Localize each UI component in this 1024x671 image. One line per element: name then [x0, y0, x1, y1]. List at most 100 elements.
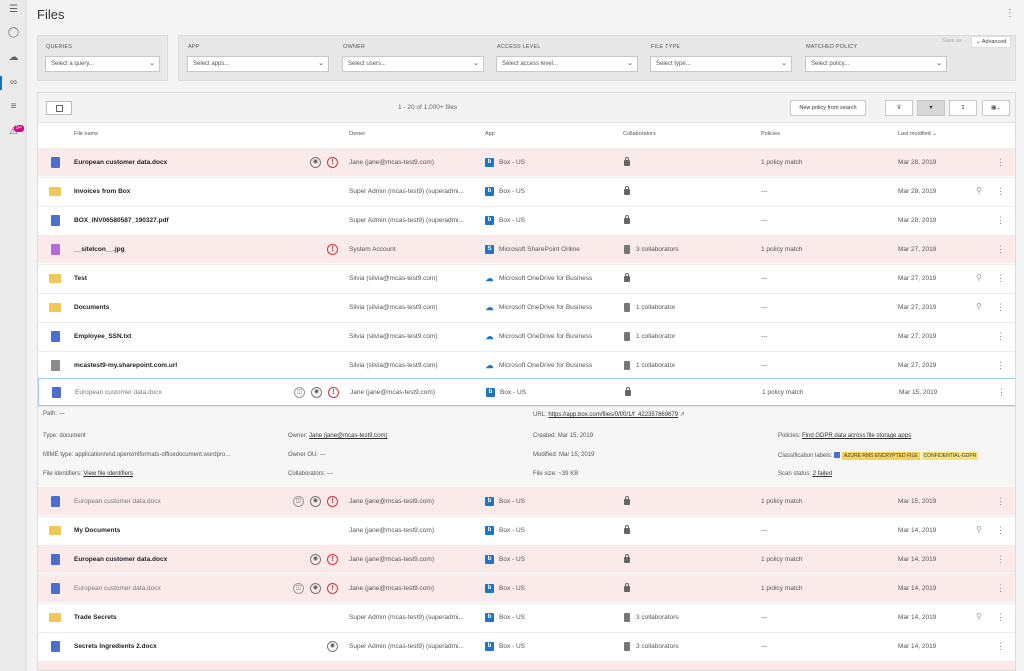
new-policy-from-search-button[interactable]: New policy from search — [790, 100, 866, 116]
alert-icon[interactable]: ! — [327, 554, 338, 565]
table-row[interactable]: Invoices from Box Super Admin (mcas-test… — [38, 177, 1015, 205]
file-name[interactable]: Employee_SSN.txt — [74, 333, 132, 340]
alert-icon[interactable]: ! — [327, 244, 338, 255]
policies-cell[interactable]: 1 policy match — [761, 498, 803, 505]
search-icon[interactable]: ⚲ — [976, 525, 982, 534]
detail-policies-link[interactable]: Find GDPR data across file storage apps — [802, 433, 912, 439]
owner-cell[interactable]: Super Admin (mcas-test9) (superadmi... — [349, 188, 464, 195]
policies-cell[interactable]: 1 policy match — [762, 389, 804, 396]
app-select[interactable]: Select apps... ⌄ — [187, 56, 329, 72]
tag-icon[interactable]: ◉ — [310, 157, 321, 168]
trash-icon[interactable]: ◫ — [294, 387, 305, 398]
view-file-identifiers-link[interactable]: View file identifiers — [83, 471, 133, 477]
table-row[interactable]: My Documents Jane (jane@mcas-test9.com) … — [38, 516, 1015, 544]
row-more-options-icon[interactable]: ⋮ — [996, 244, 1005, 254]
owner-cell[interactable]: Super Admin (mcas-test9) (superadmi... — [349, 217, 464, 224]
row-more-options-icon[interactable]: ⋮ — [996, 186, 1005, 196]
collaborators-cell[interactable]: 1 collaborator — [636, 362, 676, 369]
owner-cell[interactable]: Jane (jane@mcas-test9.com) — [349, 527, 434, 534]
collaborators-cell[interactable]: 1 collaborator — [636, 304, 676, 311]
file-name[interactable]: My Documents — [74, 527, 121, 534]
table-row-selected[interactable]: European customer data.docx ◫ ◉ ! Jane (… — [38, 378, 1015, 406]
row-more-options-icon[interactable]: ⋮ — [996, 525, 1005, 535]
row-more-options-icon[interactable]: ⋮ — [996, 157, 1005, 167]
policies-cell[interactable]: 1 policy match — [761, 159, 803, 166]
file-name[interactable]: __siteIcon__.jpg — [74, 246, 125, 253]
policies-cell[interactable]: 1 policy match — [761, 556, 803, 563]
file-name[interactable]: Trade Secrets — [74, 614, 117, 621]
table-row[interactable]: Secrets Ingredients 2.docx ◉ Super Admin… — [38, 632, 1015, 660]
table-row[interactable]: mcastest9-my.sharepoint.com.url Silvia (… — [38, 351, 1015, 379]
file-name[interactable]: Documents — [74, 304, 110, 311]
table-row[interactable]: Employee_SSN.txt Silvia (silvia@mcas-tes… — [38, 322, 1015, 350]
collaborators-cell[interactable]: 3 collaborators — [636, 614, 679, 621]
policies-cell[interactable]: 1 policy match — [761, 246, 803, 253]
row-more-options-icon[interactable]: ⋮ — [996, 331, 1005, 341]
table-row[interactable]: Trade Secrets Super Admin (mcas-test9) (… — [38, 603, 1015, 631]
search-icon[interactable]: ⚲ — [976, 612, 982, 621]
row-more-options-icon[interactable]: ⋮ — [996, 273, 1005, 283]
file-name[interactable]: European customer data.docx — [74, 556, 168, 563]
trash-icon[interactable]: ◫ — [293, 583, 304, 594]
collaborators-cell[interactable]: 3 collaborators — [636, 246, 679, 253]
download-icon[interactable]: ↧ — [949, 100, 977, 116]
owner-select[interactable]: Select users... ⌄ — [342, 56, 484, 72]
dashboard-icon[interactable]: ◯ — [7, 27, 20, 38]
tag-icon[interactable]: ◉ — [310, 554, 321, 565]
owner-cell[interactable]: Super Admin (mcas-test9) (superadmi... — [349, 614, 464, 621]
header-collaborators[interactable]: Collaborators — [623, 131, 656, 137]
owner-cell[interactable]: Silvia (silvia@mcas-test9.com) — [349, 304, 438, 311]
alert-icon[interactable]: ! — [327, 583, 338, 594]
save-as-button[interactable]: Save as — [942, 38, 962, 44]
select-all-checkbox[interactable] — [46, 101, 72, 115]
file-name[interactable]: Invoices from Box — [74, 188, 131, 195]
tag-icon[interactable]: ◉ — [310, 496, 321, 507]
matched-policy-select[interactable]: Select policy... ⌄ — [805, 56, 947, 72]
access-level-select[interactable]: Select access level... ⌄ — [496, 56, 638, 72]
table-row[interactable]: European customer data.docx ◉ ! Jane (ja… — [38, 148, 1015, 176]
owner-cell[interactable]: Jane (jane@mcas-test9.com) — [349, 585, 434, 592]
header-app[interactable]: App — [485, 131, 495, 137]
page-more-options-icon[interactable]: ⋮ — [1005, 8, 1015, 19]
table-row[interactable] — [38, 661, 1015, 670]
control-sliders-icon[interactable]: ≡ — [10, 101, 17, 112]
file-name[interactable]: mcastest9-my.sharepoint.com.url — [74, 362, 178, 369]
detail-owner-link[interactable]: Jane (jane@mcas-test9.com) — [309, 433, 388, 439]
advanced-filter-button[interactable]: ⌄ Advanced — [971, 36, 1012, 48]
row-more-options-icon[interactable]: ⋮ — [997, 387, 1006, 397]
owner-cell[interactable]: Silvia (silvia@mcas-test9.com) — [349, 362, 438, 369]
alert-icon[interactable]: ! — [328, 387, 339, 398]
owner-cell[interactable]: Jane (jane@mcas-test9.com) — [350, 389, 435, 396]
file-name[interactable]: BOX_INV06580587_190327.pdf — [74, 217, 169, 224]
header-last-modified[interactable]: Last modified ⌄ — [898, 131, 937, 137]
tag-icon[interactable]: ◉ — [311, 387, 322, 398]
file-name[interactable]: European customer data.docx — [74, 159, 168, 166]
scan-status-link[interactable]: 2 failed — [812, 471, 833, 477]
detail-url-link[interactable]: https://app.box.com/files/0/f/0/1/f_4223… — [548, 412, 679, 418]
row-more-options-icon[interactable]: ⋮ — [996, 554, 1005, 564]
policies-cell[interactable]: 1 policy match — [761, 585, 803, 592]
row-more-options-icon[interactable]: ⋮ — [996, 302, 1005, 312]
header-file-name[interactable]: File name — [74, 131, 99, 137]
queries-select[interactable]: Select a query... ⌄ — [45, 56, 160, 72]
row-more-options-icon[interactable]: ⋮ — [996, 641, 1005, 651]
file-type-select[interactable]: Select type... ⌄ — [650, 56, 792, 72]
column-settings-icon[interactable]: ▦⌄ — [982, 100, 1010, 116]
table-row[interactable]: __siteIcon__.jpg ! System Account S Micr… — [38, 235, 1015, 263]
search-icon[interactable]: ⚲ — [976, 302, 982, 311]
table-row[interactable]: Test Silvia (silvia@mcas-test9.com) ☁ Mi… — [38, 264, 1015, 292]
alerts-bell-icon[interactable]: ⚠ — [9, 126, 18, 137]
file-name[interactable]: Test — [74, 275, 87, 282]
collaborators-cell[interactable]: 3 collaborators — [636, 643, 679, 650]
owner-cell[interactable]: Jane (jane@mcas-test9.com) — [349, 498, 434, 505]
table-row[interactable]: European customer data.docx ◫ ◉ ! Jane (… — [38, 574, 1015, 602]
row-more-options-icon[interactable]: ⋮ — [996, 583, 1005, 593]
owner-cell[interactable]: Super Admin (mcas-test9) (superadmi... — [349, 643, 464, 650]
owner-cell[interactable]: Jane (jane@mcas-test9.com) — [349, 556, 434, 563]
header-policies[interactable]: Policies — [761, 131, 780, 137]
row-more-options-icon[interactable]: ⋮ — [996, 215, 1005, 225]
external-link-icon[interactable]: ↗ — [679, 412, 685, 418]
tag-icon[interactable]: ◉ — [327, 641, 338, 652]
file-name[interactable]: European customer data.docx — [75, 389, 162, 396]
tag-icon[interactable]: ◉ — [310, 583, 321, 594]
